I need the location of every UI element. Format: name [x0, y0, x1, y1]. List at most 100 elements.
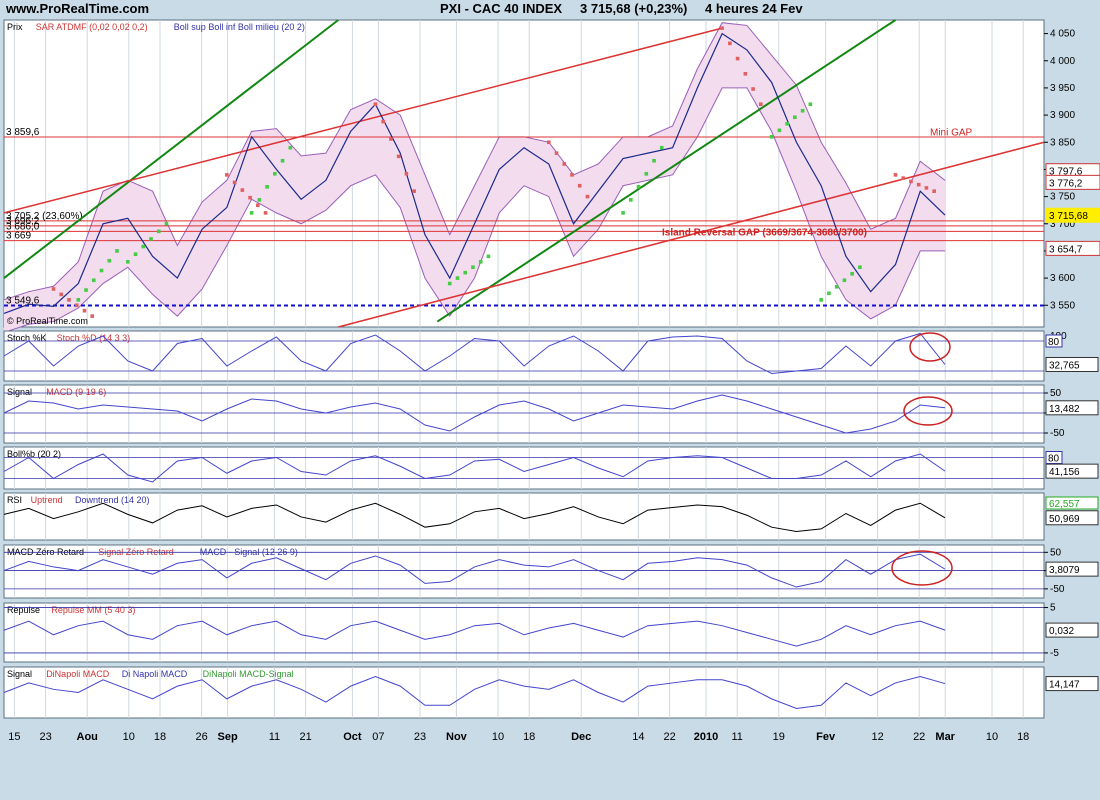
- x-axis-label: 15: [8, 731, 20, 743]
- sar-dot: [76, 298, 81, 302]
- x-axis-label: 23: [414, 731, 426, 743]
- x-axis-label: 10: [123, 731, 135, 743]
- sar-dot: [785, 121, 789, 126]
- chart-header: www.ProRealTime.com PXI - CAC 40 INDEX 3…: [0, 0, 1100, 18]
- bollinger-pct-level-box: [1045, 451, 1063, 464]
- dinapoli-panel: Signal DiNapoli MACD Di Napoli MACD DiNapol…: [3, 666, 1099, 719]
- sar-dot: [256, 203, 260, 208]
- stochastic-level-label: 80: [1048, 337, 1060, 348]
- sar-dot: [447, 281, 452, 286]
- price-ytick-label: 3 950: [1050, 83, 1075, 94]
- sar-dot: [629, 198, 633, 202]
- repulse-legend: Repulse MM (5 40 3): [51, 605, 135, 615]
- sar-dot: [893, 173, 898, 177]
- sar-dot: [84, 288, 88, 292]
- dinapoli-last-box: [1045, 676, 1099, 692]
- macd-zero-lag-ytick-label: 50: [1050, 547, 1062, 558]
- macd-line: [3, 394, 946, 434]
- macd-zero-lag-highlight-circle: [891, 550, 953, 586]
- stochastic-level-box: [1045, 334, 1063, 348]
- trend-line-green: [3, 19, 339, 279]
- bollinger-line: [3, 22, 946, 301]
- sar-dot: [728, 41, 732, 46]
- annotation-island-reversal: Island Reversal GAP (3669/3674-3686/3700…: [662, 228, 867, 239]
- sar-dot: [916, 182, 921, 187]
- sar-dot: [546, 140, 551, 145]
- dinapoli-frame: [3, 666, 1045, 719]
- site-url[interactable]: www.ProRealTime.com: [6, 1, 150, 16]
- sar-dot: [240, 188, 245, 192]
- period-label: 4 heures 24 Fev: [705, 1, 803, 16]
- bollinger-pct-last-label: 41,156: [1049, 467, 1080, 478]
- sar-dot: [265, 185, 269, 189]
- sar-dot: [827, 291, 831, 296]
- repulse-ytick-label: 5: [1050, 603, 1056, 614]
- sar-dot: [486, 254, 491, 259]
- sar-dot: [381, 119, 385, 124]
- sar-dot: [232, 180, 237, 185]
- price-level-label: 3 705,2 (23,60%): [6, 211, 83, 222]
- macd-zero-lag-last-label: 3,8079: [1049, 565, 1080, 576]
- rsi-panel: RSI Uptrend Downtrend (14 20) 50,969 62,557: [3, 492, 1099, 541]
- sar-dot: [225, 173, 229, 177]
- sar-dot: [636, 185, 641, 189]
- stochastic-last-box: [1045, 357, 1099, 372]
- x-axis-label: 11: [731, 731, 742, 743]
- x-axis-label: 12: [871, 731, 883, 743]
- macd-legend: Signal: [7, 387, 32, 397]
- price-level-label: 3 669: [6, 231, 31, 242]
- macd-ytick-label: -50: [1050, 428, 1065, 439]
- macd-zero-lag-line: [3, 553, 946, 588]
- sar-dot: [280, 158, 285, 163]
- sar-dot: [164, 221, 169, 226]
- price-ytick-label: 4 000: [1050, 56, 1075, 67]
- price-level-label: 3 549,6: [6, 295, 40, 306]
- dinapoli-legend: DiNapoli MACD-Signal: [203, 669, 294, 679]
- x-axis-label: 22: [913, 731, 925, 743]
- sar-dot: [570, 173, 574, 177]
- repulse-last-label: 0,032: [1049, 626, 1074, 637]
- x-axis-label: Nov: [446, 731, 468, 743]
- sar-dot: [652, 158, 656, 163]
- trend-line-red: [3, 27, 723, 214]
- sar-dot: [51, 287, 56, 291]
- x-axis-label: Sep: [218, 731, 238, 743]
- sar-dot: [126, 259, 130, 264]
- stochastic-legend: Stoch %D (14 3 3): [57, 333, 131, 343]
- x-axis-label: 22: [663, 731, 675, 743]
- sar-dot: [562, 162, 567, 166]
- sar-dot: [554, 151, 559, 155]
- macd-highlight-circle: [903, 396, 953, 426]
- x-axis-label: 23: [39, 731, 51, 743]
- x-axis-label: Oct: [343, 731, 362, 743]
- sar-dot: [808, 102, 813, 107]
- rsi-legend: Downtrend (14 20): [75, 495, 150, 505]
- sar-dot: [842, 278, 847, 283]
- x-axis-label: Fev: [816, 731, 836, 743]
- repulse-frame: [3, 602, 1045, 663]
- sar-dot: [858, 265, 862, 270]
- sar-dot: [585, 194, 590, 199]
- sar-dot: [834, 284, 839, 289]
- x-axis-label: 2010: [694, 731, 718, 743]
- x-axis-label: 18: [154, 731, 166, 743]
- price-badge-label: 3 654,7: [1049, 244, 1083, 255]
- sar-dot: [90, 314, 95, 318]
- macd-legend: MACD (9 19 6): [46, 387, 106, 397]
- sar-dot: [932, 189, 936, 193]
- price-badge: [1045, 240, 1100, 256]
- repulse-legend: Repulse: [7, 605, 40, 615]
- sar-dot: [404, 171, 409, 176]
- watermark: © ProRealTime.com: [7, 316, 88, 326]
- macd-zero-lag-ytick-label: -50: [1050, 584, 1065, 595]
- sar-dot: [257, 198, 262, 202]
- sar-dot: [478, 259, 483, 264]
- sar-dot: [909, 179, 913, 184]
- sar-dot: [249, 211, 254, 215]
- sar-dot: [901, 176, 906, 180]
- last-price: 3 715,68 (+0,23%): [580, 1, 688, 16]
- price-level-label: 3 696,2: [6, 216, 40, 227]
- x-axis-label: Aou: [77, 731, 98, 743]
- sar-dot: [800, 108, 805, 113]
